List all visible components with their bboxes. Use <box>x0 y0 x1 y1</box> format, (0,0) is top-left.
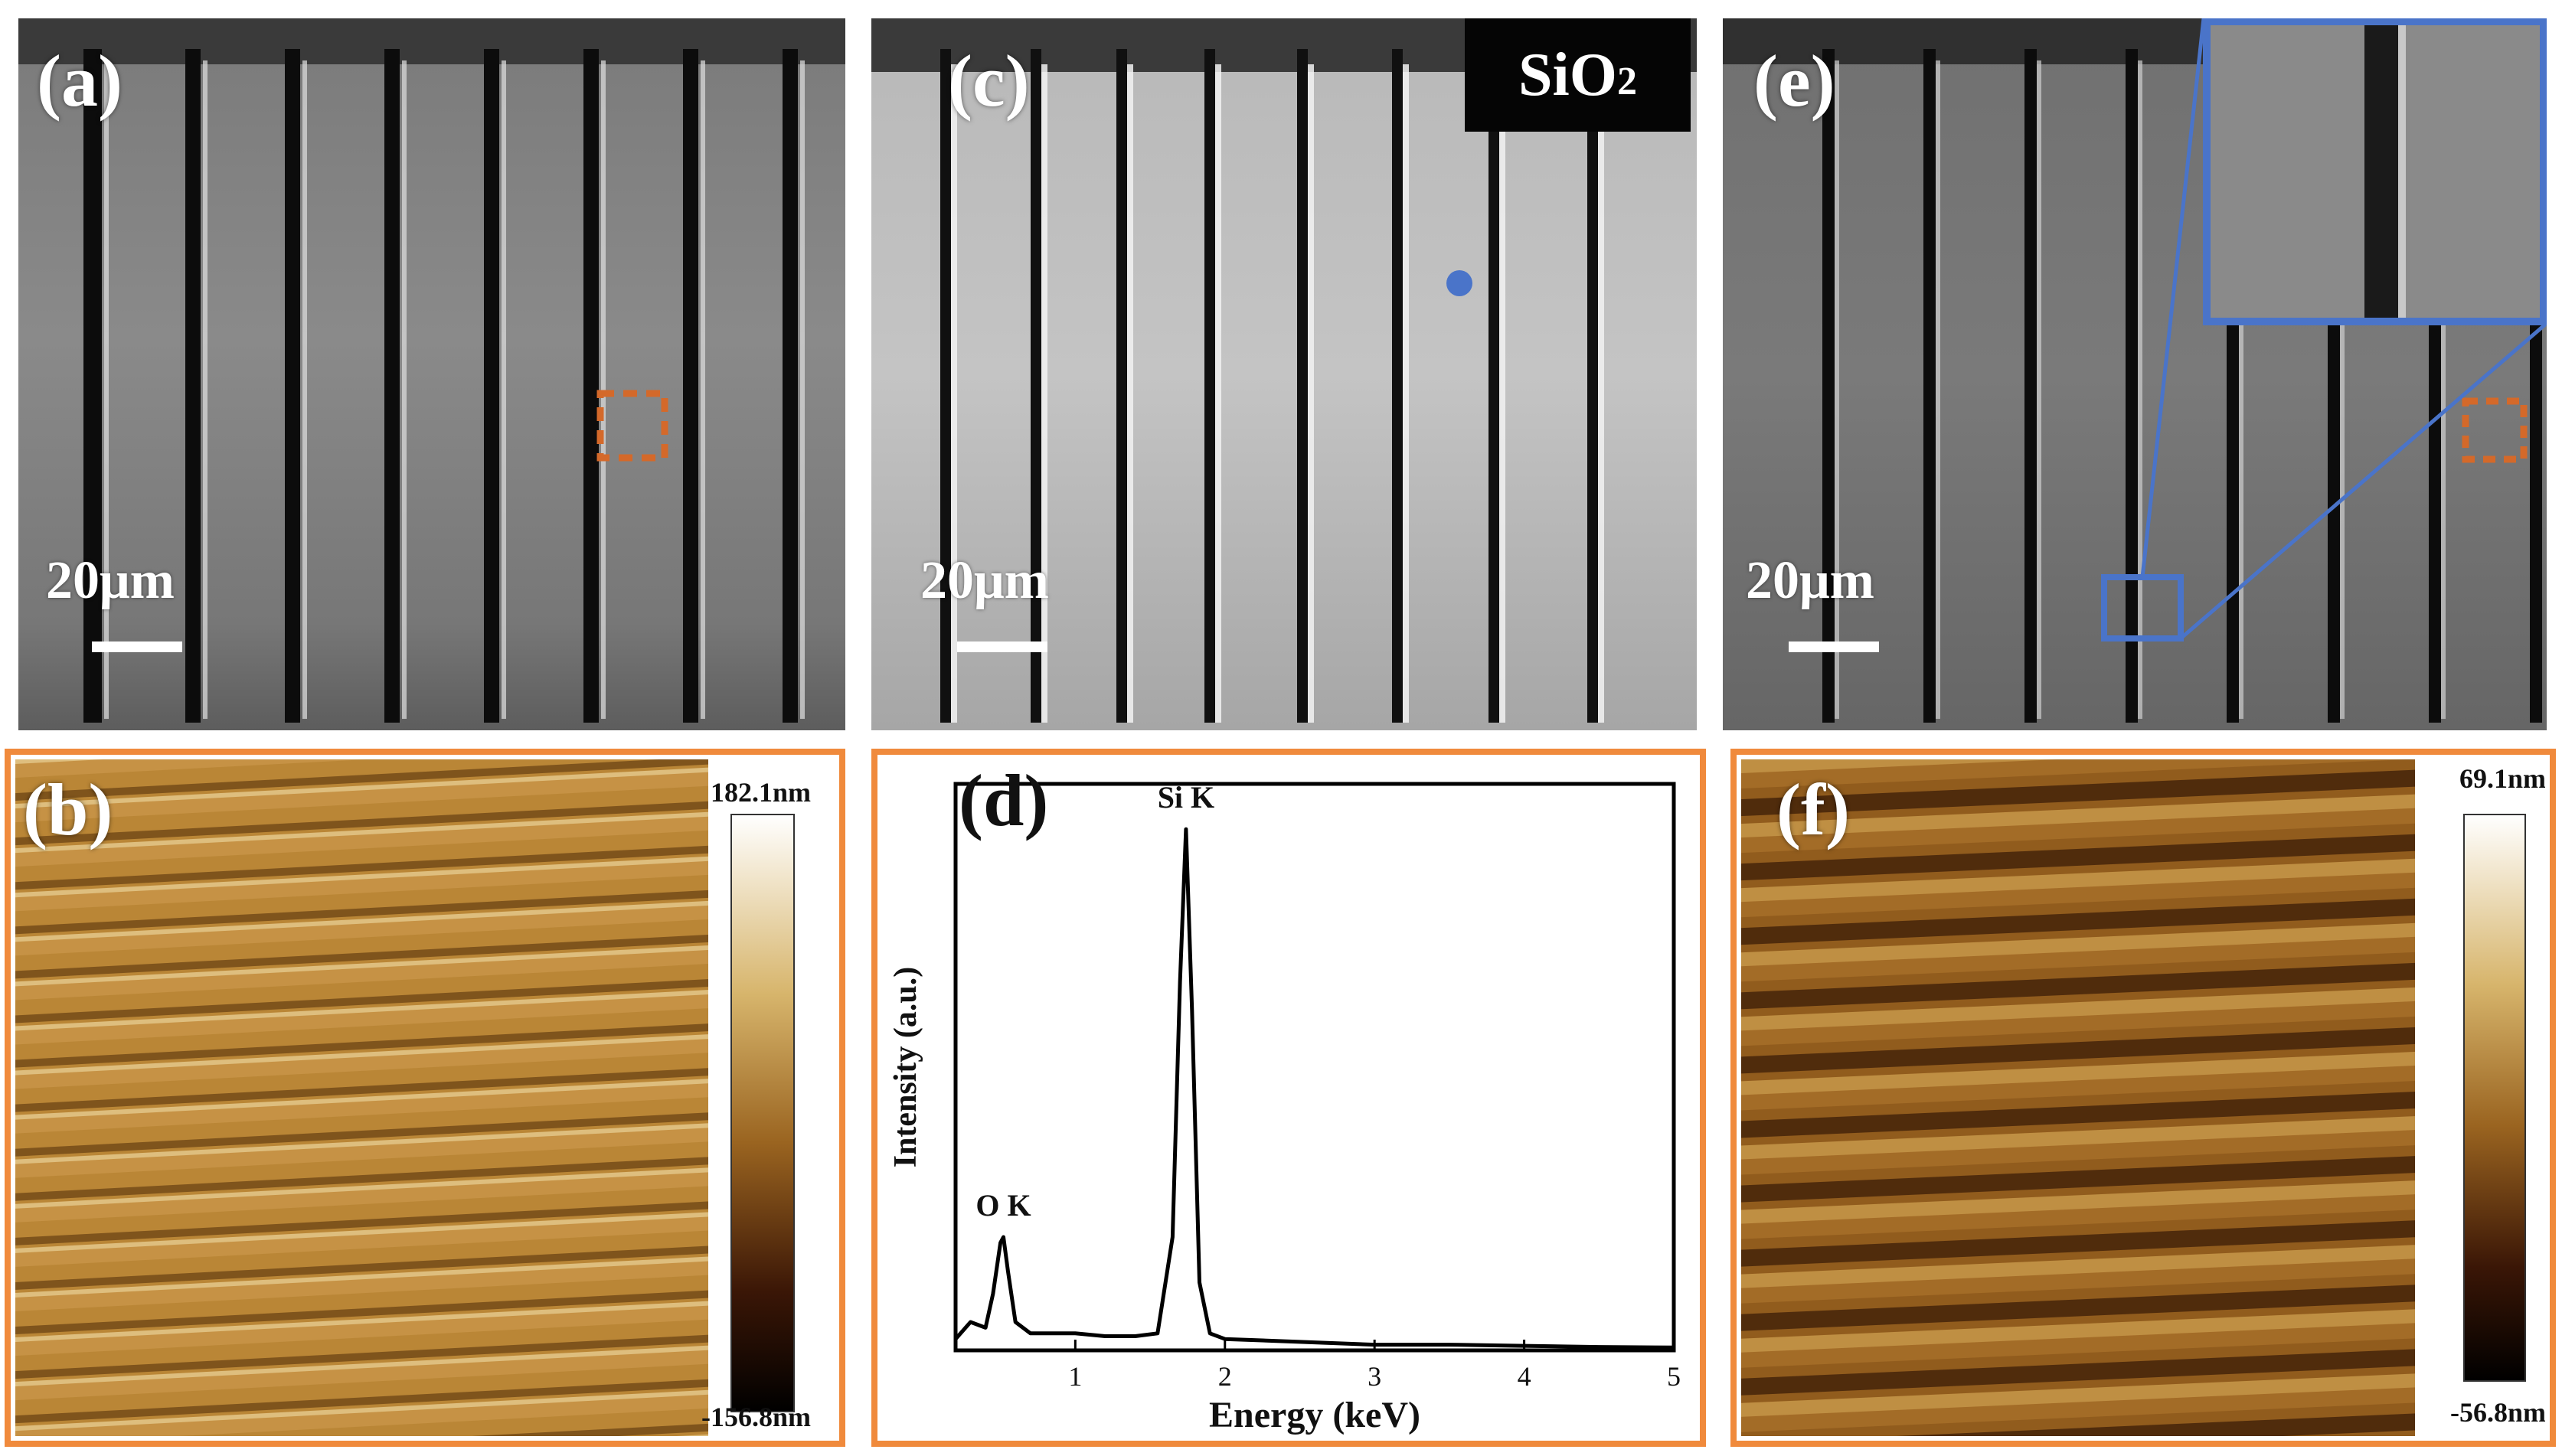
panel-label-d: (d) <box>959 759 1049 841</box>
panel-label-c: (c) <box>948 40 1030 122</box>
colorbar-min-label-b: -156.8nm <box>701 1402 811 1432</box>
colorbar-min-label-f: -56.8nm <box>2450 1397 2545 1428</box>
panel-label-b: (b) <box>23 769 113 850</box>
zoom-inset <box>2203 18 2547 325</box>
sem-image-e <box>1723 18 2547 730</box>
sem-image-a <box>18 18 845 730</box>
eds-spectrum-chart: 1 2 3 4 5 Energy (keV) Intensity (a.u.) O K Si K <box>888 780 1681 1435</box>
x-tick-label: 1 <box>1068 1361 1082 1392</box>
scale-bar-c <box>957 641 1047 652</box>
colorbar-max-label-f: 69.1nm <box>2459 763 2545 794</box>
x-tick-label: 5 <box>1667 1361 1681 1392</box>
colorbar-b <box>730 814 795 1412</box>
x-tick-label: 4 <box>1518 1361 1531 1392</box>
zoom-connector-right <box>2179 323 2547 640</box>
scale-bar-label-c: 20μm <box>920 551 1049 610</box>
scale-bar-e <box>1789 641 1879 652</box>
sem-image-c <box>871 18 1697 730</box>
eds-panel-d: 1 2 3 4 5 Energy (keV) Intensity (a.u.) O K Si K… <box>882 759 1695 1436</box>
zoom-connector-left <box>2140 18 2206 578</box>
peak-label: Si K <box>1158 780 1214 815</box>
afm-image-b <box>15 759 795 1436</box>
spectrum-line <box>954 827 1675 1350</box>
eds-frame-d <box>871 749 1706 1447</box>
y-axis-label: Intensity (a.u.) <box>888 967 923 1168</box>
afm-frame-f <box>1730 749 2556 1447</box>
sem-panel-e: (e) 20μm <box>1723 18 2547 730</box>
scale-bar-label-a: 20μm <box>46 551 175 610</box>
afm-panel-b: (b) 182.1nm -156.8nm <box>15 759 835 1436</box>
plot-area <box>953 782 1676 1353</box>
roi-box-a <box>596 390 668 462</box>
afm-frame-b <box>5 749 845 1447</box>
panel-label-e: (e) <box>1753 40 1835 122</box>
panel-label-f: (f) <box>1776 769 1850 850</box>
roi-box-e <box>2462 397 2528 463</box>
material-badge-text: SiO <box>1518 41 1617 109</box>
material-badge-subscript: 2 <box>1616 59 1637 103</box>
eds-point-marker <box>1446 270 1472 296</box>
sem-panel-c: SiO 2 (c) 20μm <box>871 18 1697 730</box>
peak-label: O K <box>975 1188 1031 1223</box>
sem-panel-a: (a) 20μm <box>18 18 845 730</box>
afm-panel-f: (f) 69.1nm -56.8nm <box>1741 759 2545 1436</box>
colorbar-f <box>2463 814 2526 1382</box>
x-tick-label: 3 <box>1368 1361 1381 1392</box>
panel-label-a: (a) <box>37 40 123 122</box>
scale-bar-label-e: 20μm <box>1746 551 1874 610</box>
colorbar-max-label-b: 182.1nm <box>711 777 812 808</box>
material-badge: SiO 2 <box>1465 18 1691 132</box>
x-tick-label: 2 <box>1218 1361 1232 1392</box>
x-axis-label: Energy (keV) <box>1209 1395 1420 1435</box>
afm-image-f <box>1741 759 2526 1436</box>
scale-bar-a <box>92 641 182 652</box>
